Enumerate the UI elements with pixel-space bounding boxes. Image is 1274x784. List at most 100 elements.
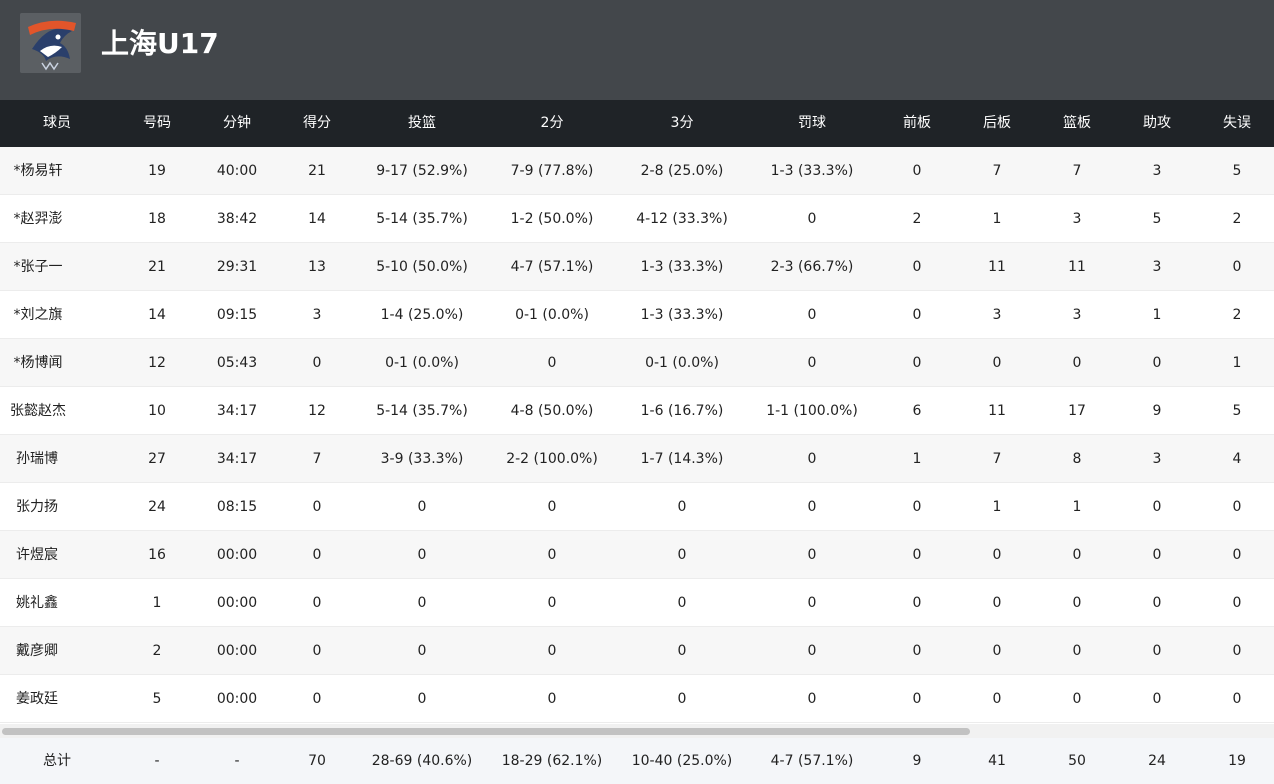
cell-offensive-rebounds: 0: [912, 355, 922, 371]
total-rebounds: 50: [1068, 753, 1086, 769]
cell-rebounds: 3: [1072, 211, 1082, 227]
cell-two-points: 0: [547, 547, 557, 563]
cell-points: 0: [312, 355, 322, 371]
cell-rebounds: 7: [1072, 163, 1082, 179]
column-header-three-points[interactable]: 3分: [670, 115, 694, 131]
cell-minutes: 00:00: [216, 643, 258, 659]
cell-player-name[interactable]: 张懿赵杰: [10, 403, 66, 419]
total-defensive-rebounds: 41: [988, 753, 1006, 769]
total-free-throws: 4-7 (57.1%): [770, 753, 854, 769]
column-header-field-goals[interactable]: 投篮: [408, 115, 436, 131]
cell-defensive-rebounds: 0: [992, 547, 1002, 563]
total-number: -: [154, 753, 160, 769]
cell-free-throws: 1-3 (33.3%): [770, 163, 854, 179]
column-header-player[interactable]: 球员: [43, 115, 71, 131]
table-row[interactable]: *赵羿澎 18 38:42 14 5-14 (35.7%) 1-2 (50.0%) 4-12…: [0, 195, 1274, 243]
column-header-number[interactable]: 号码: [143, 115, 171, 131]
cell-defensive-rebounds: 0: [992, 595, 1002, 611]
table-row[interactable]: *张子一 21 29:31 13 5-10 (50.0%) 4-7 (57.1%) 1-3 …: [0, 243, 1274, 291]
cell-three-points: 1-3 (33.3%): [640, 259, 724, 275]
cell-points: 0: [312, 547, 322, 563]
total-two-points: 18-29 (62.1%): [501, 753, 603, 769]
table-row[interactable]: 戴彦卿 2 00:00 0 0 0 0 0 0 0 0 0 0: [0, 627, 1274, 675]
cell-assists: 0: [1152, 691, 1162, 707]
table-row[interactable]: *杨博闻 12 05:43 0 0-1 (0.0%) 0 0-1 (0.0%) 0 0 0 0 0 1: [0, 339, 1274, 387]
cell-field-goals: 0: [417, 691, 427, 707]
cell-rebounds: 0: [1072, 355, 1082, 371]
cell-two-points: 0: [547, 691, 557, 707]
table-row[interactable]: 孙瑞博 27 34:17 7 3-9 (33.3%) 2-2 (100.0%) 1-7 (1…: [0, 435, 1274, 483]
cell-free-throws: 0: [807, 691, 817, 707]
cell-free-throws: 2-3 (66.7%): [770, 259, 854, 275]
cell-rebounds: 0: [1072, 547, 1082, 563]
cell-player-name[interactable]: *刘之旗: [13, 307, 63, 323]
cell-assists: 0: [1152, 547, 1162, 563]
cell-two-points: 0: [547, 499, 557, 515]
table-row[interactable]: 姜政廷 5 00:00 0 0 0 0 0 0 0 0 0 0: [0, 675, 1274, 723]
cell-player-name[interactable]: 张力扬: [16, 499, 58, 515]
cell-two-points: 0-1 (0.0%): [515, 307, 589, 323]
cell-player-name[interactable]: 戴彦卿: [16, 643, 58, 659]
cell-rebounds: 0: [1072, 595, 1082, 611]
team-header: 上海U17: [0, 0, 1274, 100]
cell-field-goals: 5-14 (35.7%): [376, 403, 468, 419]
column-header-minutes[interactable]: 分钟: [223, 115, 251, 131]
cell-number: 21: [148, 259, 166, 275]
cell-player-name[interactable]: 孙瑞博: [16, 451, 58, 467]
cell-rebounds: 0: [1072, 691, 1082, 707]
cell-rebounds: 0: [1072, 643, 1082, 659]
cell-field-goals: 0-1 (0.0%): [385, 355, 459, 371]
table-row[interactable]: 张力扬 24 08:15 0 0 0 0 0 0 1 1 0 0: [0, 483, 1274, 531]
cell-two-points: 1-2 (50.0%): [510, 211, 594, 227]
cell-player-name[interactable]: 姚礼鑫: [16, 595, 58, 611]
cell-defensive-rebounds: 1: [992, 211, 1002, 227]
cell-free-throws: 0: [807, 595, 817, 611]
cell-assists: 3: [1152, 259, 1162, 275]
column-header-offensive-rebounds[interactable]: 前板: [903, 115, 931, 131]
column-header-turnovers[interactable]: 失误: [1223, 115, 1251, 131]
cell-free-throws: 0: [807, 643, 817, 659]
cell-minutes: 34:17: [216, 403, 258, 419]
cell-turnovers: 2: [1232, 307, 1242, 323]
column-header-free-throws[interactable]: 罚球: [798, 115, 826, 131]
column-header-rebounds[interactable]: 篮板: [1063, 115, 1091, 131]
cell-turnovers: 2: [1232, 211, 1242, 227]
cell-points: 0: [312, 499, 322, 515]
cell-turnovers: 0: [1232, 499, 1242, 515]
cell-assists: 3: [1152, 451, 1162, 467]
table-row[interactable]: 许煜宸 16 00:00 0 0 0 0 0 0 0 0 0 0: [0, 531, 1274, 579]
column-header-two-points[interactable]: 2分: [540, 115, 564, 131]
table-row[interactable]: 张懿赵杰 10 34:17 12 5-14 (35.7%) 4-8 (50.0%) 1-6 …: [0, 387, 1274, 435]
cell-three-points: 1-3 (33.3%): [640, 307, 724, 323]
column-header-points[interactable]: 得分: [303, 115, 331, 131]
cell-player-name[interactable]: *赵羿澎: [13, 211, 63, 227]
table-row[interactable]: 姚礼鑫 1 00:00 0 0 0 0 0 0 0 0 0 0: [0, 579, 1274, 627]
scrollbar-thumb[interactable]: [2, 728, 970, 735]
cell-assists: 3: [1152, 163, 1162, 179]
cell-defensive-rebounds: 1: [992, 499, 1002, 515]
cell-three-points: 2-8 (25.0%): [640, 163, 724, 179]
cell-number: 14: [148, 307, 166, 323]
cell-field-goals: 0: [417, 595, 427, 611]
table-row[interactable]: *杨易轩 19 40:00 21 9-17 (52.9%) 7-9 (77.8%) 2-8 …: [0, 147, 1274, 195]
table-row[interactable]: *刘之旗 14 09:15 3 1-4 (25.0%) 0-1 (0.0%) 1-3 (33…: [0, 291, 1274, 339]
cell-defensive-rebounds: 0: [992, 691, 1002, 707]
horizontal-scrollbar[interactable]: [0, 724, 1274, 738]
column-header-defensive-rebounds[interactable]: 后板: [983, 115, 1011, 131]
cell-player-name[interactable]: *杨博闻: [13, 355, 63, 371]
cell-number: 5: [152, 691, 162, 707]
cell-player-name[interactable]: 姜政廷: [16, 691, 58, 707]
total-player-name: 总计: [43, 753, 71, 769]
column-header-assists[interactable]: 助攻: [1143, 115, 1171, 131]
cell-player-name[interactable]: *张子一: [13, 259, 63, 275]
cell-minutes: 05:43: [216, 355, 258, 371]
cell-two-points: 0: [547, 643, 557, 659]
cell-number: 12: [148, 355, 166, 371]
cell-player-name[interactable]: *杨易轩: [13, 163, 63, 179]
cell-field-goals: 3-9 (33.3%): [380, 451, 464, 467]
cell-field-goals: 9-17 (52.9%): [376, 163, 468, 179]
cell-player-name[interactable]: 许煜宸: [16, 547, 58, 563]
cell-assists: 0: [1152, 355, 1162, 371]
cell-number: 18: [148, 211, 166, 227]
cell-three-points: 0: [677, 691, 687, 707]
